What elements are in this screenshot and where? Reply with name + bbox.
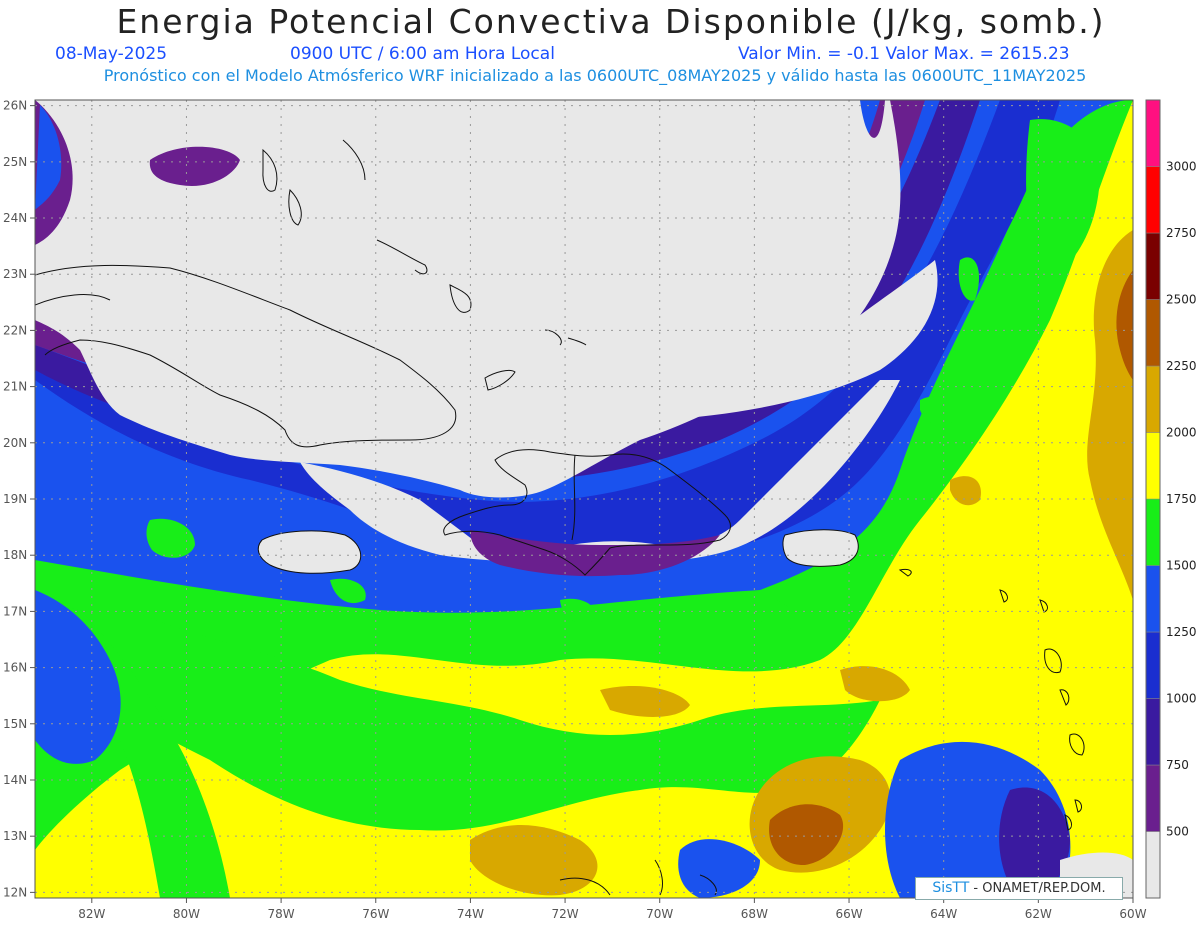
colorbar-label: 1250 (1166, 625, 1197, 639)
latitude-label: 20N (3, 436, 27, 450)
latitude-axis: 26N 25N 24N 23N 22N 21N 20N 19N 18N 17N 16N 15N 14N 1… (3, 99, 35, 899)
colorbar-cell (1145, 565, 1161, 633)
colorbar-cell (1145, 498, 1161, 566)
colorbar-label: 2250 (1166, 359, 1197, 373)
forecast-description: Pronóstico con el Modelo Atmósferico WRF… (103, 66, 1087, 85)
forecast-date: 08-May-2025 (55, 44, 168, 64)
cape-field (35, 100, 1133, 898)
latitude-label: 13N (3, 829, 27, 843)
colorbar-label: 1750 (1166, 492, 1197, 506)
latitude-label: 21N (3, 380, 27, 394)
colorbar-label: 2750 (1166, 226, 1197, 240)
colorbar-outline (1145, 99, 1161, 899)
colorbar-cell (1145, 432, 1161, 500)
latitude-label: 23N (3, 267, 27, 281)
min-max-values: Valor Min. = -0.1 Valor Max. = 2615.23 (738, 44, 1070, 64)
longitude-label: 80W (173, 907, 200, 921)
colorbar-cell (1145, 299, 1161, 367)
credit-box: SisTT - ONAMET/REP.DOM. (915, 877, 1123, 900)
colorbar-label: 2000 (1166, 426, 1197, 440)
latitude-label: 26N (3, 99, 27, 113)
longitude-label: 64W (930, 907, 957, 921)
map-title: Energia Potencial Convectiva Disponible … (116, 2, 1106, 41)
longitude-label: 76W (362, 907, 389, 921)
colorbar-cell-dry (1145, 831, 1161, 899)
latitude-label: 17N (3, 604, 27, 618)
colorbar-cell (1145, 365, 1161, 433)
sistt-logo-text: SisTT (932, 880, 970, 896)
colorbar-label: 750 (1166, 758, 1189, 772)
latitude-label: 24N (3, 211, 27, 225)
colorbar-label: 3000 (1166, 160, 1197, 174)
longitude-label: 60W (1119, 907, 1146, 921)
longitude-label: 78W (268, 907, 295, 921)
longitude-label: 66W (835, 907, 862, 921)
graticule (35, 100, 1134, 898)
longitude-label: 68W (741, 907, 768, 921)
colorbar-label: 500 (1166, 825, 1189, 839)
colorbar-cell (1145, 698, 1161, 766)
colorbar-cell (1145, 764, 1161, 832)
latitude-label: 14N (3, 773, 27, 787)
colorbar-label: 1000 (1166, 692, 1197, 706)
latitude-label: 12N (3, 885, 27, 899)
latitude-label: 22N (3, 323, 27, 337)
colorbar-label: 1500 (1166, 559, 1197, 573)
colorbar-cell (1145, 631, 1161, 699)
colorbar-cell (1145, 99, 1161, 167)
longitude-label: 82W (78, 907, 105, 921)
latitude-label: 25N (3, 155, 27, 169)
longitude-label: 72W (551, 907, 578, 921)
longitude-label: 74W (457, 907, 484, 921)
coastlines (35, 139, 1085, 896)
longitude-axis: 82W 80W 78W 76W 74W 72W 70W 68W 66W 64W 62W 60W (78, 898, 1147, 921)
valid-time: 0900 UTC / 6:00 am Hora Local (290, 44, 555, 64)
colorbar-label: 2500 (1166, 293, 1197, 307)
latitude-label: 18N (3, 548, 27, 562)
credit-text: - ONAMET/REP.DOM. (973, 881, 1106, 896)
latitude-label: 15N (3, 717, 27, 731)
colorbar-cell (1145, 166, 1161, 234)
latitude-label: 16N (3, 661, 27, 675)
colorbar-cell (1145, 232, 1161, 300)
colorbar: 500 750 1000 1250 1500 1750 2000 2250 2500 2750 30… (1145, 99, 1197, 899)
longitude-label: 62W (1025, 907, 1052, 921)
longitude-label: 70W (646, 907, 673, 921)
latitude-label: 19N (3, 492, 27, 506)
